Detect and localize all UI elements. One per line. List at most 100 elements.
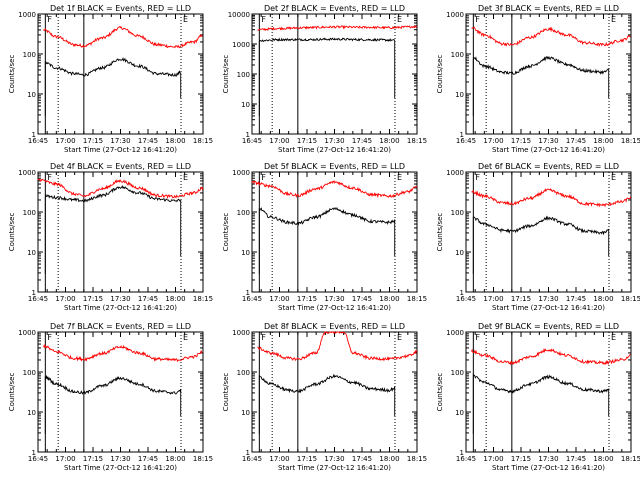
- y-tick-label: 1000: [232, 329, 250, 337]
- y-axis-label: Counts/sec: [222, 213, 230, 252]
- x-tick-label: 18:15: [407, 295, 427, 303]
- series-lld: [471, 188, 632, 208]
- y-tick-label: 100: [237, 369, 250, 377]
- panel-title: Det 8f BLACK = Events, RED = LLD: [264, 322, 405, 331]
- x-tick-label: 17:00: [483, 455, 503, 463]
- x-tick-label: 17:15: [511, 137, 531, 145]
- series-lld: [471, 26, 631, 47]
- x-tick-label: 18:15: [621, 137, 640, 145]
- y-tick-label: 1: [32, 289, 36, 297]
- y-tick-label: 1000: [18, 169, 36, 177]
- x-tick-label: 18:15: [193, 137, 213, 145]
- x-axis-label: Start Time (27-Oct-12 16:41:20): [64, 146, 177, 154]
- y-tick-label: 10000: [228, 11, 250, 19]
- y-tick-label: 1000: [446, 329, 464, 337]
- x-tick-label: 18:00: [593, 295, 613, 303]
- detector-panel-5: Det 5f BLACK = Events, RED = LLD 1 10 100 10…: [222, 162, 427, 312]
- detector-panel-3: Det 3f BLACK = Events, RED = LLD 1 10 100 10…: [436, 4, 640, 154]
- x-tick-label: 18:00: [593, 455, 613, 463]
- detector-panel-1: Det 1f BLACK = Events, RED = LLD 1 10 100 10…: [8, 4, 213, 154]
- y-tick-label: 1000: [446, 169, 464, 177]
- x-tick-label: 17:30: [110, 295, 130, 303]
- x-tick-label: 18:00: [379, 137, 399, 145]
- x-axis-label: Start Time (27-Oct-12 16:41:20): [492, 304, 605, 312]
- x-tick-label: 17:15: [297, 137, 317, 145]
- x-tick-label: 17:00: [269, 455, 289, 463]
- x-tick-label: 17:45: [138, 295, 158, 303]
- x-axis-label: Start Time (27-Oct-12 16:41:20): [492, 464, 605, 472]
- x-tick-label: 17:30: [538, 137, 558, 145]
- x-tick-label: 16:45: [28, 137, 48, 145]
- detector-panel-8: Det 8f BLACK = Events, RED = LLD 1 10 100 10…: [222, 322, 427, 472]
- flag-marker-label: E: [611, 173, 616, 182]
- y-tick-label: 1000: [446, 11, 464, 19]
- series-lld: [257, 331, 418, 362]
- x-tick-label: 17:00: [269, 137, 289, 145]
- x-tick-label: 17:15: [297, 295, 317, 303]
- flag-marker-label: E: [183, 15, 188, 24]
- flag-marker-label: F: [47, 173, 52, 182]
- flag-marker-label: E: [183, 333, 188, 342]
- y-tick-label: 10: [455, 249, 464, 257]
- y-tick-label: 1: [32, 449, 36, 457]
- y-tick-label: 1: [246, 289, 250, 297]
- x-tick-label: 16:45: [456, 455, 476, 463]
- series-events: [258, 373, 396, 434]
- x-tick-label: 18:15: [407, 137, 427, 145]
- flag-marker-label: E: [397, 15, 402, 24]
- y-tick-label: 1: [32, 131, 36, 139]
- flag-marker-label: F: [261, 15, 266, 24]
- y-tick-label: 100: [237, 71, 250, 79]
- panel-title: Det 3f BLACK = Events, RED = LLD: [478, 4, 619, 13]
- x-tick-label: 17:15: [297, 455, 317, 463]
- x-tick-label: 17:30: [538, 295, 558, 303]
- y-tick-label: 1: [460, 131, 464, 139]
- flag-marker-label: F: [475, 15, 480, 24]
- x-tick-label: 17:30: [538, 455, 558, 463]
- x-tick-label: 17:15: [83, 455, 103, 463]
- series-events: [258, 206, 396, 274]
- x-tick-label: 17:00: [55, 295, 75, 303]
- series-events: [44, 184, 182, 274]
- x-tick-label: 16:45: [242, 455, 262, 463]
- x-axis-label: Start Time (27-Oct-12 16:41:20): [278, 304, 391, 312]
- y-axis-label: Counts/sec: [222, 55, 230, 94]
- flag-marker-label: F: [47, 15, 52, 24]
- series-lld: [37, 178, 204, 200]
- y-tick-label: 100: [23, 51, 36, 59]
- x-tick-label: 18:00: [593, 137, 613, 145]
- detector-panel-4: Det 4f BLACK = Events, RED = LLD 1 10 100 10…: [8, 162, 213, 312]
- y-tick-label: 10: [455, 409, 464, 417]
- plot-frame: [251, 331, 418, 453]
- x-tick-label: 17:30: [110, 455, 130, 463]
- x-axis-label: Start Time (27-Oct-12 16:41:20): [64, 304, 177, 312]
- series-events: [472, 215, 610, 274]
- y-tick-label: 10: [241, 249, 250, 257]
- detector-panel-7: Det 7f BLACK = Events, RED = LLD 1 10 100 10…: [8, 322, 213, 472]
- series-events: [44, 56, 182, 116]
- plot-frame: [251, 171, 418, 293]
- plot-frame: [37, 13, 204, 135]
- x-tick-label: 17:45: [352, 455, 372, 463]
- y-tick-label: 100: [23, 209, 36, 217]
- x-tick-label: 18:00: [165, 295, 185, 303]
- series-events: [44, 374, 182, 434]
- x-tick-label: 18:00: [165, 137, 185, 145]
- y-tick-label: 100: [451, 369, 464, 377]
- x-tick-label: 17:45: [352, 295, 372, 303]
- y-tick-label: 1: [246, 449, 250, 457]
- flag-marker-label: F: [261, 173, 266, 182]
- y-axis-label: Counts/sec: [8, 213, 16, 252]
- x-tick-label: 16:45: [28, 295, 48, 303]
- x-tick-label: 17:00: [55, 455, 75, 463]
- detector-panel-9: Det 9f BLACK = Events, RED = LLD 1 10 100 10…: [436, 322, 640, 472]
- x-tick-label: 16:45: [242, 295, 262, 303]
- x-tick-label: 17:30: [110, 137, 130, 145]
- y-tick-label: 1000: [18, 329, 36, 337]
- y-tick-label: 1000: [232, 169, 250, 177]
- x-axis-label: Start Time (27-Oct-12 16:41:20): [278, 146, 391, 154]
- panel-title: Det 2f BLACK = Events, RED = LLD: [264, 4, 405, 13]
- plot-frame: [465, 13, 632, 135]
- y-tick-label: 10: [455, 91, 464, 99]
